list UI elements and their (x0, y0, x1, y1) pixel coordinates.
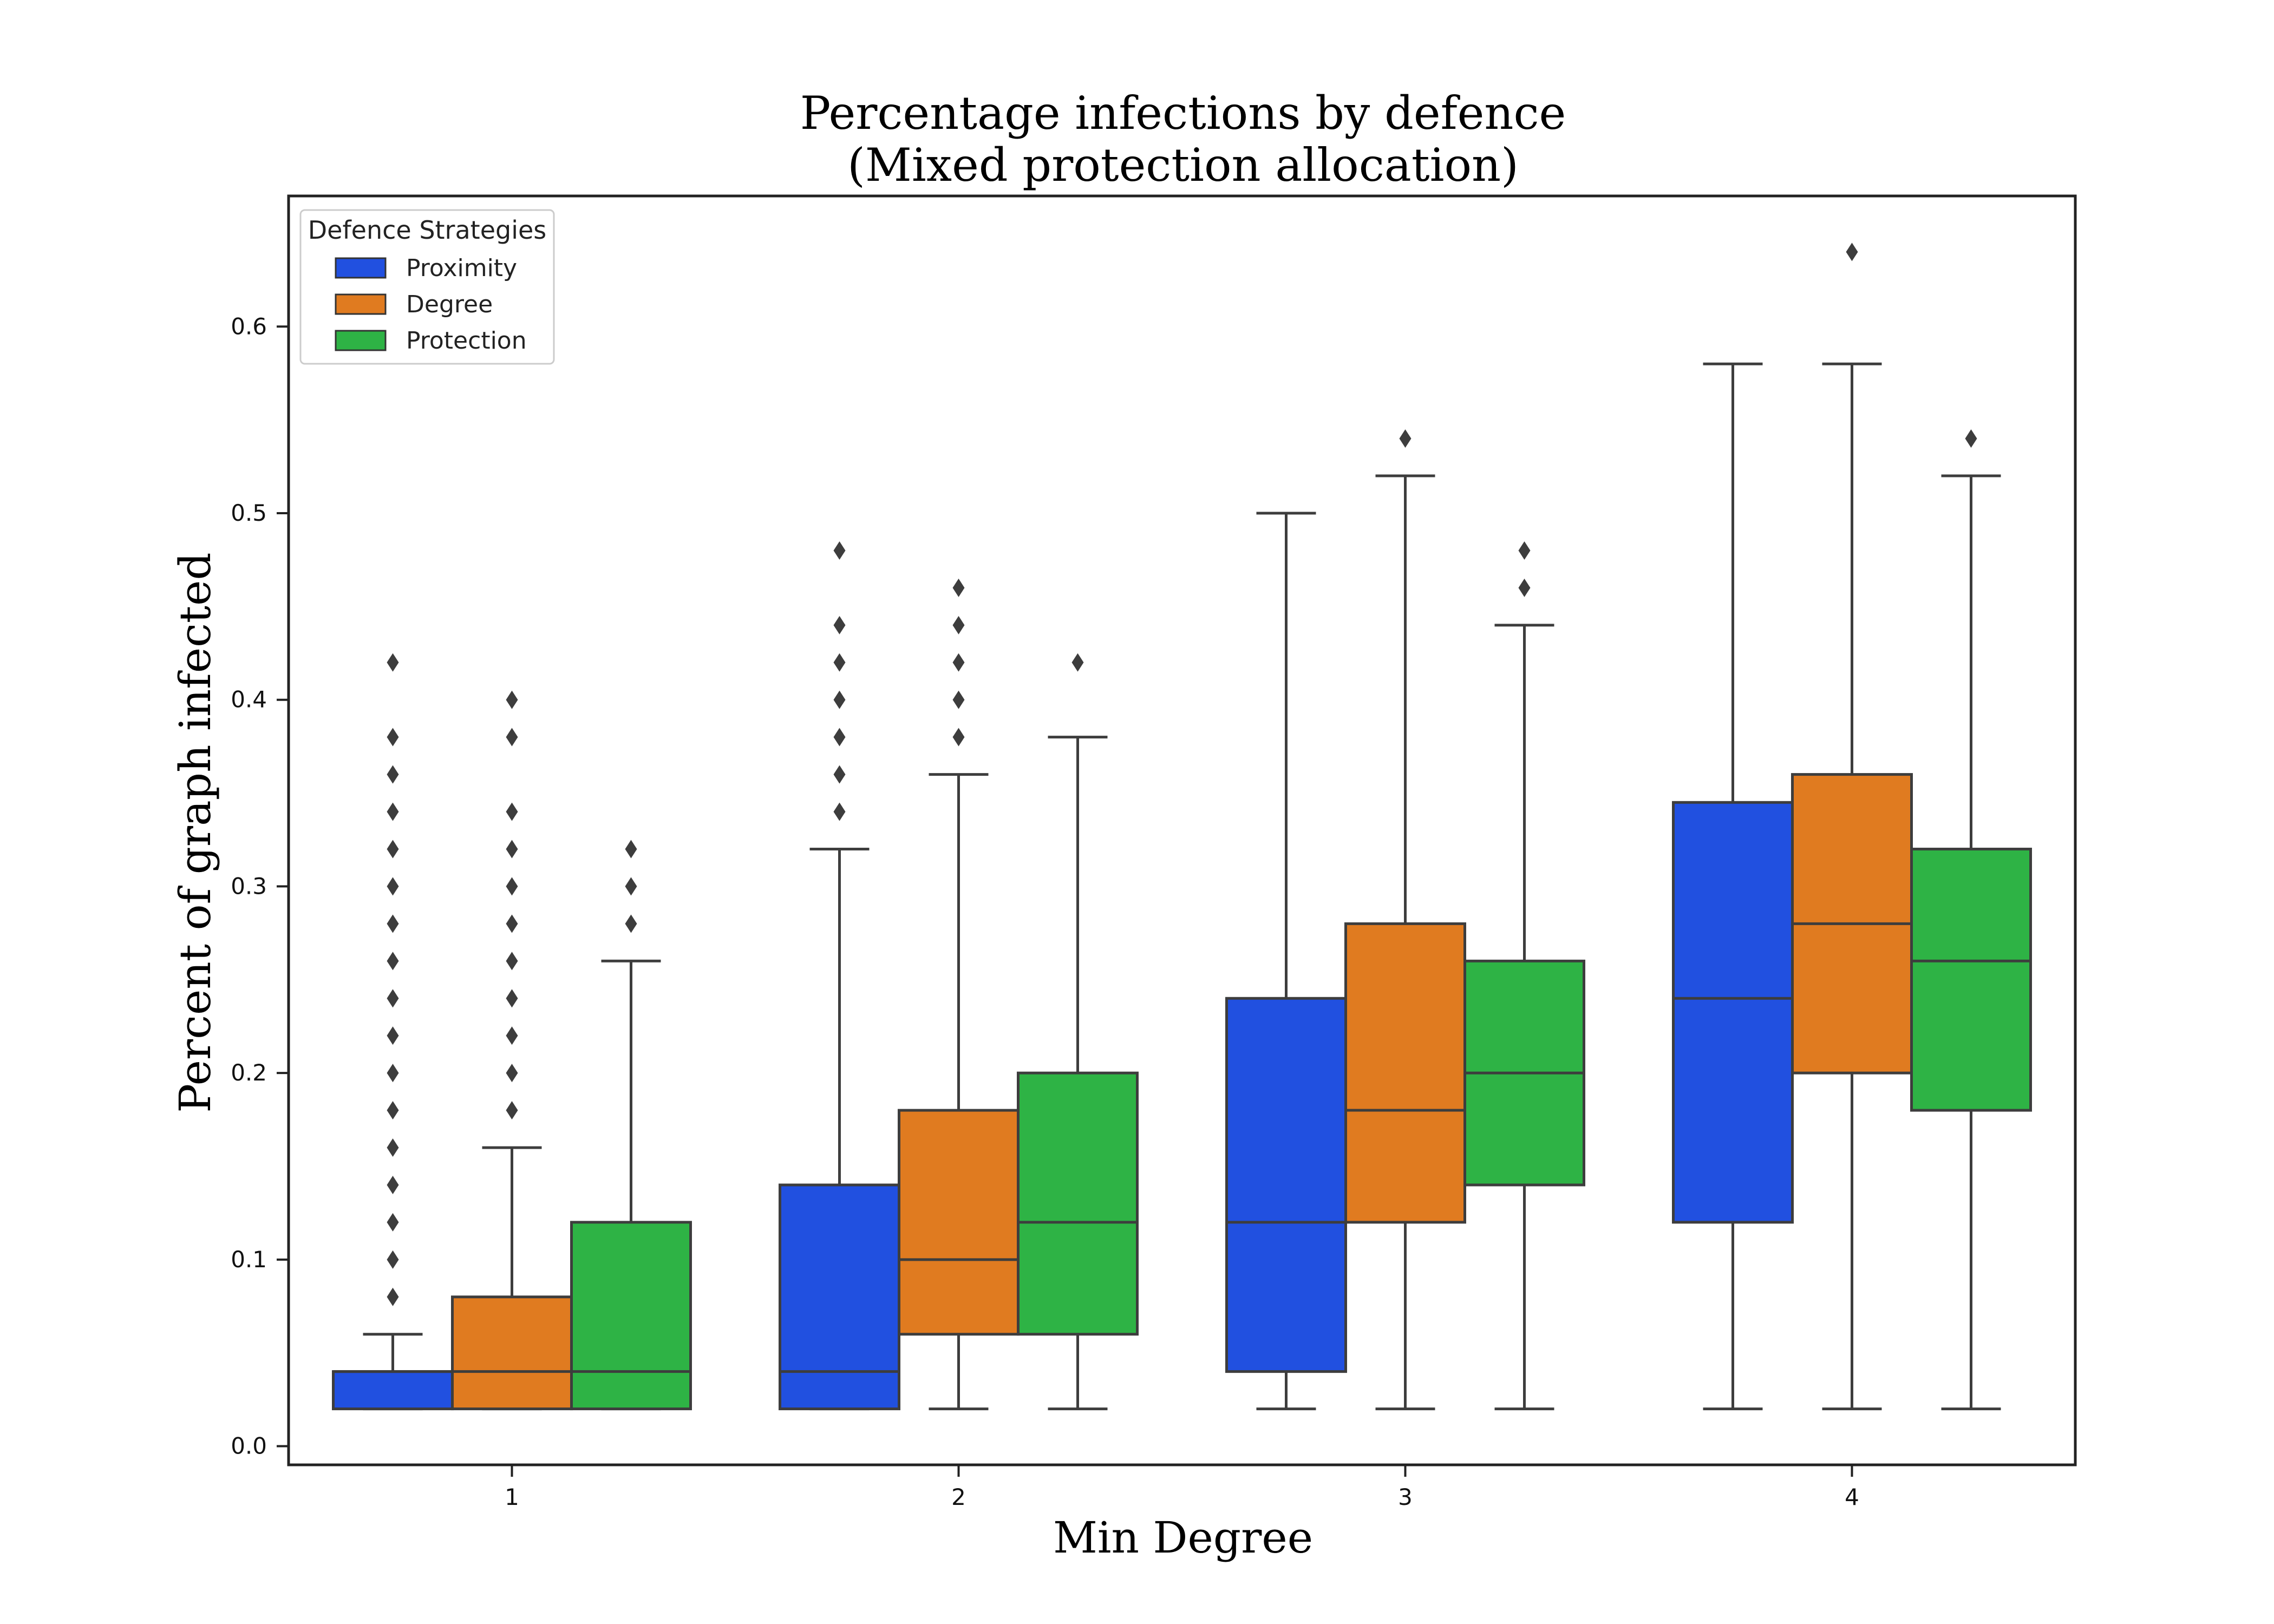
box-protection (1017, 1071, 1139, 1336)
outlier-point-proximity (387, 1287, 399, 1306)
outlier-point-proximity (833, 541, 846, 560)
outlier-point-proximity (387, 765, 399, 784)
chart-title-line-1: Percentage infections by defence (800, 87, 1566, 140)
box-protection (570, 1221, 692, 1411)
outlier-point-degree (506, 1101, 518, 1120)
y-tick-label: 0.3 (231, 873, 267, 899)
outlier-point-proximity (387, 952, 399, 971)
outlier-point-proximity (387, 1101, 399, 1120)
outlier-point-degree (506, 1064, 518, 1083)
box-degree (898, 1109, 1020, 1336)
outlier-point-degree (506, 690, 518, 709)
legend-label-proximity: Proximity (406, 254, 517, 282)
outlier-point-proximity (387, 914, 399, 933)
outlier-point-degree (506, 1026, 518, 1045)
legend-frame (299, 209, 555, 365)
legend-swatch-proximity (335, 257, 387, 279)
outlier-point-degree (952, 690, 965, 709)
plot-area: 0.0 0.1 0.2 0.3 0.4 0.5 0.6 1 2 3 4 (231, 243, 2032, 1510)
x-tick-label: 1 (505, 1484, 519, 1510)
y-tick-label: 0.6 (231, 313, 267, 339)
outlier-point-proximity (387, 840, 399, 859)
y-tick-label: 0.0 (231, 1433, 267, 1459)
outlier-point-proximity (833, 653, 846, 672)
outlier-point-protection (1965, 429, 1977, 448)
outlier-point-proximity (833, 615, 846, 634)
box-proximity (1225, 997, 1347, 1373)
outlier-point-protection (1518, 541, 1531, 560)
outlier-point-degree (506, 989, 518, 1008)
outlier-point-proximity (387, 1250, 399, 1269)
outlier-point-degree (952, 653, 965, 672)
outlier-point-proximity (833, 728, 846, 746)
outlier-point-proximity (387, 989, 399, 1008)
outlier-point-degree (952, 578, 965, 597)
y-tick-label: 0.2 (231, 1059, 267, 1086)
legend-swatch-protection (335, 330, 387, 351)
outlier-point-degree (1846, 243, 1858, 261)
outlier-point-protection (1518, 578, 1531, 597)
y-tick-label: 0.1 (231, 1246, 267, 1273)
outlier-point-proximity (833, 765, 846, 784)
outlier-point-degree (1399, 429, 1412, 448)
outlier-point-proximity (387, 1213, 399, 1232)
outlier-point-proximity (387, 802, 399, 821)
box-proximity (779, 1183, 900, 1411)
outlier-point-proximity (387, 728, 399, 746)
legend-label-protection: Protection (406, 327, 527, 355)
plot-frame (287, 194, 2077, 1466)
box-degree (1344, 922, 1466, 1224)
box-proximity (332, 1370, 454, 1411)
legend-title: Defence Strategies (308, 215, 547, 245)
x-tick-label: 2 (951, 1484, 966, 1510)
y-tick-label: 0.5 (231, 500, 267, 526)
legend-label-degree: Degree (406, 291, 493, 318)
outlier-point-proximity (387, 653, 399, 672)
outlier-point-proximity (387, 1026, 399, 1045)
legend: Defence Strategies Proximity Degree Prot… (299, 209, 555, 365)
x-axis-label: Min Degree (1053, 1512, 1313, 1563)
outlier-point-protection (625, 877, 637, 896)
outlier-point-proximity (833, 802, 846, 821)
y-axis-label: Percent of graph infected (170, 552, 220, 1112)
outlier-point-proximity (387, 1175, 399, 1194)
y-tick-label: 0.4 (231, 686, 267, 713)
outlier-point-proximity (833, 690, 846, 709)
chart-title-line-2: (Mixed protection allocation) (847, 139, 1519, 192)
outlier-point-protection (625, 840, 637, 859)
outlier-point-proximity (387, 877, 399, 896)
outlier-point-degree (506, 802, 518, 821)
outlier-point-degree (506, 840, 518, 859)
box-proximity (1672, 801, 1794, 1224)
outlier-point-protection (1071, 653, 1084, 672)
outlier-point-degree (506, 952, 518, 971)
outlier-point-degree (506, 877, 518, 896)
outlier-point-proximity (387, 1138, 399, 1157)
box-degree (451, 1295, 573, 1411)
outlier-point-protection (625, 914, 637, 933)
outlier-point-degree (952, 615, 965, 634)
outlier-point-degree (952, 728, 965, 746)
outlier-point-degree (506, 914, 518, 933)
box-protection (1910, 847, 2032, 1112)
outlier-point-proximity (387, 1064, 399, 1083)
outlier-point-degree (506, 728, 518, 746)
legend-swatch-degree (335, 293, 387, 315)
x-tick-label: 3 (1398, 1484, 1413, 1510)
x-tick-label: 4 (1845, 1484, 1859, 1510)
